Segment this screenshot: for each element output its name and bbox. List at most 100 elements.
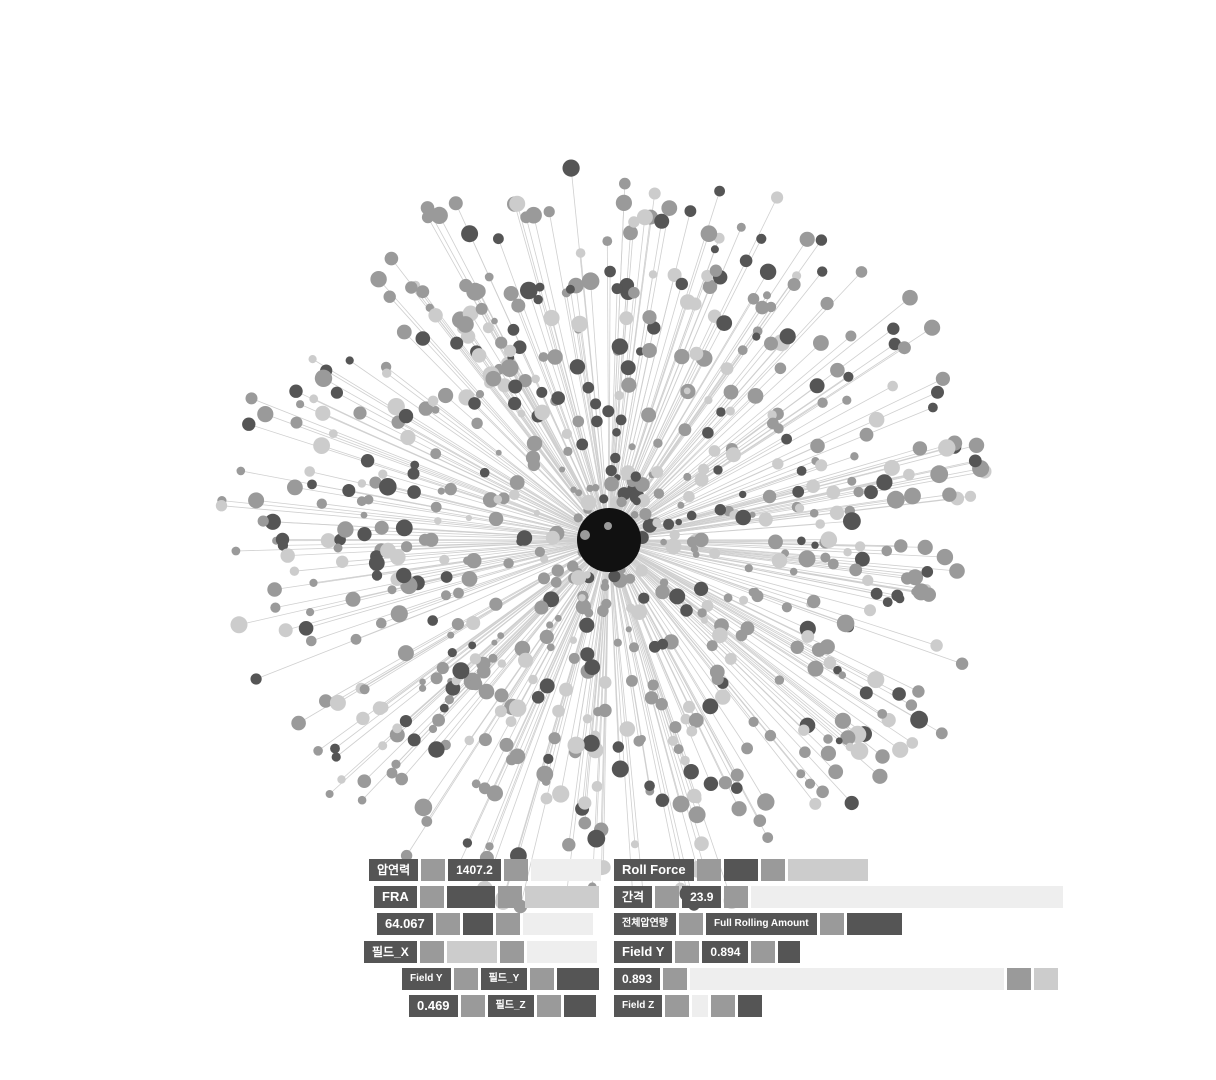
- leaf-node[interactable]: [797, 536, 806, 546]
- leaf-node[interactable]: [495, 336, 508, 349]
- leaf-node[interactable]: [723, 384, 739, 400]
- leaf-node[interactable]: [648, 270, 658, 279]
- leaf-node[interactable]: [619, 177, 631, 190]
- leaf-node[interactable]: [811, 541, 819, 549]
- leaf-node[interactable]: [230, 616, 248, 634]
- leaf-node[interactable]: [410, 460, 420, 470]
- leaf-node[interactable]: [804, 778, 816, 789]
- leaf-node[interactable]: [764, 336, 778, 351]
- leaf-node[interactable]: [903, 468, 915, 481]
- leaf-node[interactable]: [462, 838, 473, 848]
- leaf-node[interactable]: [569, 636, 577, 644]
- leaf-node[interactable]: [387, 398, 405, 416]
- leaf-node[interactable]: [475, 302, 488, 315]
- leaf-node[interactable]: [827, 558, 839, 570]
- leaf-node[interactable]: [291, 715, 306, 731]
- leaf-node[interactable]: [683, 490, 695, 503]
- leaf-node[interactable]: [751, 587, 760, 596]
- leaf-node[interactable]: [731, 782, 743, 794]
- leaf-node[interactable]: [325, 790, 334, 798]
- leaf-node[interactable]: [309, 578, 318, 588]
- leaf-node[interactable]: [536, 386, 548, 398]
- leaf-node[interactable]: [531, 691, 545, 704]
- leaf-node[interactable]: [692, 794, 702, 804]
- leaf-node[interactable]: [236, 466, 246, 476]
- leaf-node[interactable]: [612, 428, 621, 437]
- leaf-node[interactable]: [724, 652, 737, 665]
- leaf-node[interactable]: [720, 362, 734, 375]
- leaf-node[interactable]: [694, 472, 709, 487]
- leaf-node[interactable]: [660, 538, 667, 546]
- leaf-node[interactable]: [767, 417, 779, 430]
- leaf-node[interactable]: [421, 816, 433, 827]
- leaf-node[interactable]: [478, 683, 495, 700]
- leaf-node[interactable]: [330, 386, 343, 399]
- leaf-node[interactable]: [484, 272, 494, 282]
- leaf-node[interactable]: [809, 508, 819, 518]
- leaf-node[interactable]: [578, 594, 586, 602]
- leaf-node[interactable]: [571, 315, 588, 333]
- leaf-node[interactable]: [369, 476, 382, 489]
- leaf-node[interactable]: [396, 324, 412, 340]
- leaf-node[interactable]: [430, 206, 448, 224]
- leaf-node[interactable]: [451, 618, 464, 631]
- leaf-node[interactable]: [936, 548, 954, 566]
- leaf-node[interactable]: [538, 352, 549, 362]
- leaf-node[interactable]: [270, 602, 281, 613]
- leaf-node[interactable]: [380, 542, 396, 559]
- leaf-node[interactable]: [739, 595, 749, 605]
- leaf-node[interactable]: [452, 662, 470, 680]
- leaf-node[interactable]: [320, 533, 336, 549]
- leaf-node[interactable]: [598, 676, 612, 689]
- leaf-node[interactable]: [477, 664, 491, 679]
- leaf-node[interactable]: [864, 485, 878, 500]
- leaf-node[interactable]: [686, 510, 697, 521]
- leaf-node[interactable]: [949, 563, 965, 579]
- leaf-node[interactable]: [591, 484, 600, 492]
- leaf-node[interactable]: [509, 195, 526, 212]
- leaf-node[interactable]: [716, 407, 726, 417]
- leaf-node[interactable]: [330, 743, 340, 754]
- leaf-node[interactable]: [610, 452, 621, 464]
- leaf-node[interactable]: [466, 616, 481, 630]
- leaf-node[interactable]: [892, 687, 906, 701]
- leaf-node[interactable]: [551, 564, 564, 577]
- leaf-node[interactable]: [356, 711, 370, 726]
- leaf-node[interactable]: [747, 388, 764, 404]
- leaf-node[interactable]: [491, 639, 498, 646]
- leaf-node[interactable]: [604, 265, 616, 278]
- leaf-node[interactable]: [855, 266, 868, 278]
- leaf-node[interactable]: [655, 584, 670, 600]
- leaf-node[interactable]: [702, 698, 719, 715]
- leaf-node[interactable]: [357, 795, 367, 805]
- leaf-node[interactable]: [493, 495, 503, 504]
- leaf-node[interactable]: [431, 406, 440, 414]
- leaf-node[interactable]: [468, 641, 477, 650]
- leaf-node[interactable]: [400, 429, 416, 446]
- leaf-node[interactable]: [834, 712, 852, 729]
- leaf-node[interactable]: [242, 417, 256, 431]
- leaf-node[interactable]: [820, 745, 837, 762]
- leaf-node[interactable]: [315, 405, 331, 421]
- leaf-node[interactable]: [478, 733, 492, 747]
- leaf-node[interactable]: [702, 279, 718, 294]
- leaf-node[interactable]: [533, 294, 543, 305]
- leaf-node[interactable]: [493, 233, 504, 245]
- leaf-node[interactable]: [739, 254, 753, 268]
- leaf-node[interactable]: [683, 387, 691, 395]
- leaf-node[interactable]: [532, 455, 540, 463]
- leaf-node[interactable]: [781, 433, 792, 445]
- leaf-node[interactable]: [387, 585, 397, 595]
- leaf-node[interactable]: [669, 588, 686, 605]
- leaf-node[interactable]: [437, 487, 445, 495]
- leaf-node[interactable]: [257, 406, 274, 423]
- leaf-node[interactable]: [854, 541, 866, 552]
- leaf-node[interactable]: [314, 369, 333, 387]
- leaf-node[interactable]: [414, 798, 433, 817]
- leaf-node[interactable]: [875, 749, 890, 764]
- leaf-node[interactable]: [345, 591, 361, 607]
- leaf-node[interactable]: [582, 714, 593, 724]
- leaf-node[interactable]: [267, 582, 282, 597]
- leaf-node[interactable]: [395, 519, 413, 537]
- leaf-node[interactable]: [427, 615, 439, 626]
